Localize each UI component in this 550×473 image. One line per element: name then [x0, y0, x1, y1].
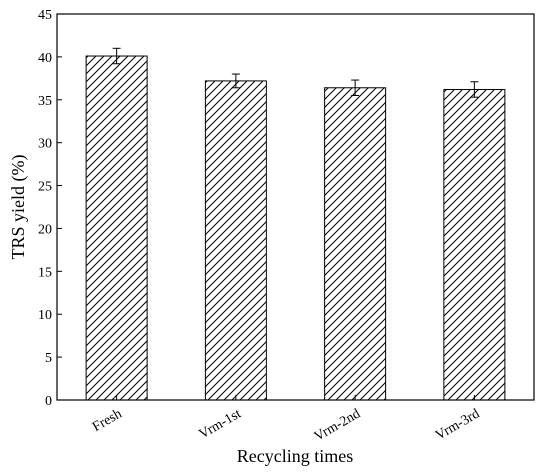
- y-tick-label: 20: [38, 222, 52, 237]
- y-tick-label: 40: [38, 51, 52, 66]
- error-bar-vrm-2nd: [351, 79, 360, 96]
- plot-frame: [56, 13, 535, 401]
- y-tick-label: 15: [38, 265, 52, 280]
- error-bar-fresh: [112, 47, 121, 65]
- y-tick-label: 5: [45, 351, 52, 366]
- x-tick-label: Vrm-1st: [197, 406, 244, 442]
- x-tick-label: Vrm-3rd: [433, 406, 482, 443]
- y-tick-label: 25: [38, 180, 52, 195]
- bar-vrm-1st: [204, 80, 267, 401]
- y-tick-label: 45: [38, 8, 52, 23]
- y-tick-label: 0: [45, 394, 52, 409]
- x-tick-label: Fresh: [90, 406, 124, 435]
- y-tick-label: 10: [38, 308, 52, 323]
- x-tick-label: Vrm-2nd: [312, 406, 363, 444]
- x-axis: Fresh Vrm-1st Vrm-2nd Vrm-3rd: [90, 395, 482, 445]
- y-tick-label: 35: [38, 94, 52, 109]
- error-bar-vrm-3rd: [470, 81, 479, 98]
- error-bar-vrm-1st: [231, 73, 240, 89]
- bar-vrm-3rd: [443, 88, 506, 401]
- y-tick-label: 30: [38, 137, 52, 152]
- y-axis: 0 5 10 15 20 25 30 35 40 45: [38, 8, 62, 409]
- error-bars-group: [112, 47, 479, 98]
- y-axis-title: TRS yield (%): [8, 155, 29, 260]
- x-axis-title: Recycling times: [237, 446, 353, 466]
- bar-fresh: [85, 55, 148, 401]
- bars-group: [85, 55, 506, 401]
- bar-vrm-2nd: [324, 87, 387, 401]
